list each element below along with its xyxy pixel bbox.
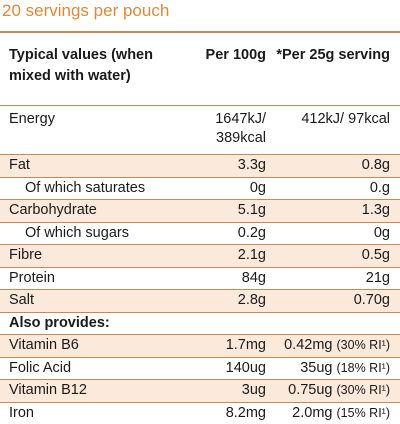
serving-value: 0.42mg <box>284 337 333 353</box>
row-serving: 35ug (18% RI¹) <box>266 356 400 380</box>
row-saturates: Of which saturates 0g 0.g <box>0 176 400 200</box>
row-label: Of which saturates <box>0 176 164 200</box>
header-row: Typical values (when mixed with water) P… <box>0 33 400 106</box>
row-serving: 21g <box>266 266 400 290</box>
row-carbohydrate: Carbohydrate 5.1g 1.3g <box>0 199 400 222</box>
row-per100: 3.3g <box>164 154 266 177</box>
row-sugars: Of which sugars 0.2g 0g <box>0 221 400 245</box>
header-per-serving: *Per 25g serving <box>276 47 390 63</box>
row-label: Vitamin B6 <box>0 334 164 357</box>
row-fibre: Fibre 2.1g 0.5g <box>0 244 400 267</box>
row-serving: 1.3g <box>266 199 400 222</box>
servings-per-pouch: 20 servings per pouch <box>2 1 170 20</box>
serving-value: 0.75ug <box>288 382 333 398</box>
row-per100: 5.1g <box>164 199 266 222</box>
also-provides-row: Also provides: <box>0 311 400 335</box>
row-per100: 2.1g <box>164 244 266 267</box>
row-folic-acid: Folic Acid 140ug 35ug (18% RI¹) <box>0 356 400 380</box>
row-serving: 0.75ug (30% RI¹) <box>266 379 400 402</box>
serving-value: 2.0mg <box>292 404 333 421</box>
row-serving: 0.g <box>266 176 400 200</box>
row-per100: 0g <box>164 176 266 200</box>
row-label: Fat <box>0 154 164 177</box>
row-per100: 1.7mg <box>164 334 266 357</box>
row-serving: 0g <box>266 221 400 245</box>
row-vitamin-b12: Vitamin B12 3ug 0.75ug (30% RI¹) <box>0 379 400 402</box>
row-vitamin-b6: Vitamin B6 1.7mg 0.42mg (30% RI¹) <box>0 334 400 357</box>
ri-percent: (30% RI¹) <box>336 338 390 352</box>
row-label: Of which sugars <box>0 221 164 245</box>
header-per-100g: Per 100g <box>205 47 266 63</box>
row-per100: 2.8g <box>164 289 266 312</box>
row-label: Folic Acid <box>0 356 164 380</box>
row-label: Protein <box>0 266 164 290</box>
row-serving: 0.5g <box>266 244 400 267</box>
row-serving: 2.0mg (15% RI¹) <box>266 401 400 424</box>
row-iron: Iron 8.2mg 2.0mg (15% RI¹) <box>0 401 400 424</box>
header-typical-values: Typical values (when mixed with water) <box>9 47 153 84</box>
row-per100: 140ug <box>164 356 266 380</box>
row-per100: 3ug <box>164 379 266 402</box>
ri-percent: (18% RI¹) <box>336 360 390 375</box>
row-per100: 0.2g <box>164 221 266 245</box>
row-serving: 0.42mg (30% RI¹) <box>266 334 400 357</box>
row-label: Salt <box>0 289 164 312</box>
ri-percent: (30% RI¹) <box>336 383 390 397</box>
row-label: Fibre <box>0 244 164 267</box>
row-energy: Energy 1647kJ/ 389kcal 412kJ/ 97kcal <box>0 105 400 155</box>
row-serving: 0.8g <box>266 154 400 177</box>
ri-percent: (15% RI¹) <box>336 405 390 420</box>
row-per100: 8.2mg <box>164 401 266 424</box>
row-label: Vitamin B12 <box>0 379 164 402</box>
row-label: Carbohydrate <box>0 199 164 222</box>
row-serving: 412kJ/ 97kcal <box>266 105 400 155</box>
nutrition-table-container: Typical values (when mixed with water) P… <box>0 31 400 424</box>
also-provides-label: Also provides: <box>0 311 400 335</box>
nutrition-table: Typical values (when mixed with water) P… <box>0 33 400 424</box>
row-salt: Salt 2.8g 0.70g <box>0 289 400 312</box>
row-fat: Fat 3.3g 0.8g <box>0 154 400 177</box>
row-label: Iron <box>0 401 164 424</box>
row-protein: Protein 84g 21g <box>0 266 400 290</box>
row-serving: 0.70g <box>266 289 400 312</box>
row-per100: 84g <box>164 266 266 290</box>
row-label: Energy <box>0 105 164 155</box>
serving-value: 35ug <box>300 359 333 376</box>
row-per100: 1647kJ/ 389kcal <box>164 105 266 155</box>
